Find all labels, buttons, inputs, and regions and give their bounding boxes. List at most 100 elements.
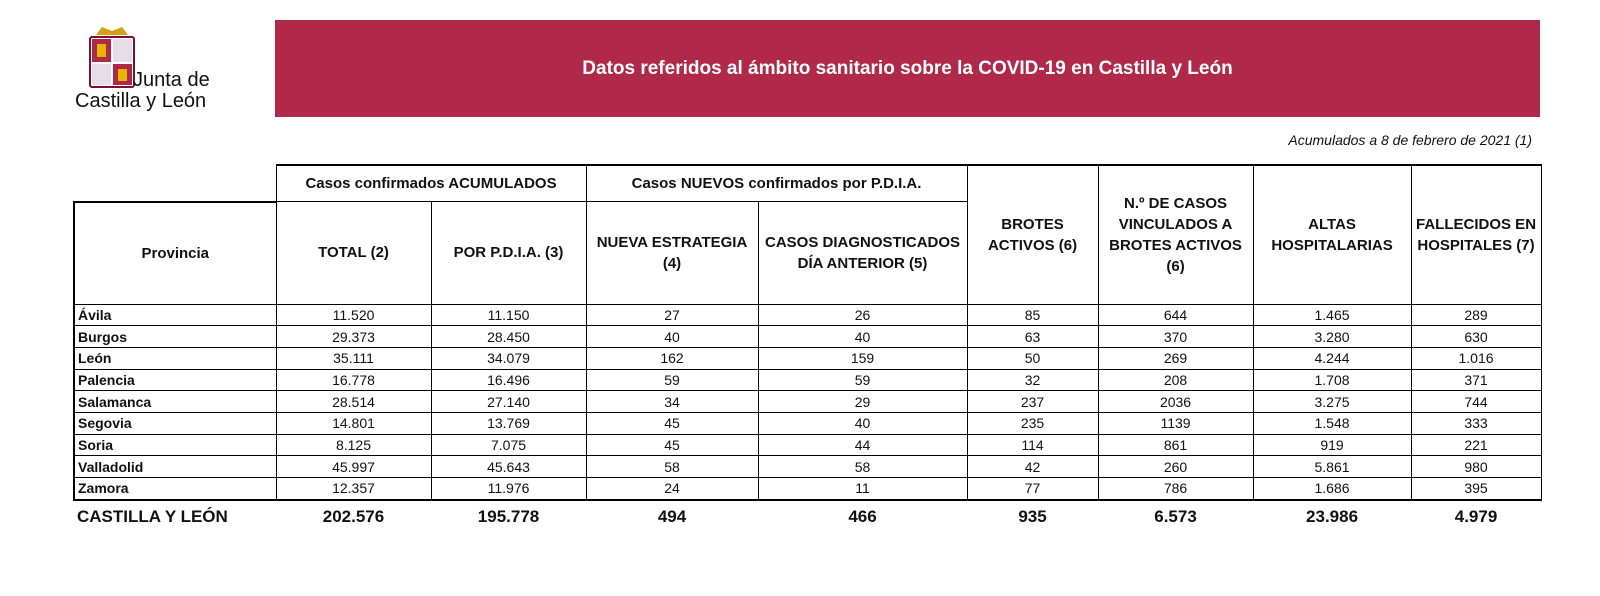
cell: 919 [1252, 433, 1412, 457]
cell: 40 [585, 325, 759, 348]
cell: 333 [1410, 411, 1542, 435]
cell: 4.244 [1252, 346, 1412, 370]
province: Valladolid [73, 455, 277, 478]
total-cell: 202.576 [322, 506, 385, 526]
column-header: Provincia [73, 200, 277, 305]
data-row: Segovia 14.801 13.769 45 40 235 1139 1.548 333 [73, 411, 1542, 435]
province: Segovia [73, 411, 277, 435]
cell: 744 [1410, 390, 1542, 413]
data-row: Valladolid 45.997 45.643 58 58 42 260 5.861 980 [73, 455, 1542, 478]
total-label: CASTILLA Y LEÓN [77, 506, 228, 526]
cell: 11.150 [430, 303, 587, 327]
logo-line: Junta de [133, 69, 210, 91]
cell: 8.125 [275, 433, 432, 457]
cell: 28.514 [275, 390, 432, 413]
data-row: Burgos 29.373 28.450 40 40 63 370 3.280 630 [73, 325, 1542, 348]
cell: 35.111 [275, 346, 432, 370]
total-cell: 466 [848, 506, 877, 526]
cell: 34 [585, 390, 759, 413]
cell: 59 [585, 368, 759, 392]
cell: 11 [757, 476, 968, 501]
column-header: BROTES ACTIVOS (6) [966, 164, 1099, 305]
cell: 29.373 [275, 325, 432, 348]
column-header: NUEVA ESTRATEGIA (4) [585, 201, 759, 305]
cell: 1.016 [1410, 346, 1542, 370]
cell: 221 [1410, 433, 1542, 457]
blank-cell [74, 165, 276, 203]
cell: 1.548 [1252, 411, 1412, 435]
cell: 371 [1410, 368, 1542, 392]
logo-line: Castilla y León [75, 90, 207, 112]
banner: Datos referidos al ámbito sanitario sobr… [275, 20, 1540, 117]
cell: 12.357 [275, 476, 432, 501]
cell: 29 [757, 390, 968, 413]
cell: 3.280 [1252, 325, 1412, 348]
data-row: Palencia 16.778 16.496 59 59 32 208 1.708 371 [73, 368, 1542, 392]
cell: 395 [1410, 476, 1542, 501]
cell: 1139 [1097, 411, 1254, 435]
cell: 159 [757, 346, 968, 370]
cell: 5.861 [1252, 455, 1412, 478]
cell: 44 [757, 433, 968, 457]
cell: 45 [585, 411, 759, 435]
cell: 13.769 [430, 411, 587, 435]
cell: 40 [757, 325, 968, 348]
cell: 2036 [1097, 390, 1254, 413]
cell: 3.275 [1252, 390, 1412, 413]
total-row: CASTILLA Y LEÓN 202.576 195.778 494 466 935 6.… [74, 500, 1541, 533]
cell: 11.520 [275, 303, 432, 327]
total-cell: 23.986 [1306, 506, 1359, 526]
column-header: POR P.D.I.A. (3) [430, 201, 587, 305]
cell: 1.708 [1252, 368, 1412, 392]
data-row: León 35.111 34.079 162 159 50 269 4.244 1.016 [73, 346, 1542, 370]
total-cell: 6.573 [1154, 506, 1197, 526]
cell: 980 [1410, 455, 1542, 478]
cell: 1.465 [1252, 303, 1412, 327]
cell: 45.997 [275, 455, 432, 478]
cell: 27.140 [430, 390, 587, 413]
data-row: Soria 8.125 7.075 45 44 114 861 919 221 [73, 433, 1542, 457]
province: León [73, 346, 277, 370]
cell: 289 [1410, 303, 1542, 327]
cell: 59 [757, 368, 968, 392]
column-header: N.º DE CASOS VINCULADOS A BROTES ACTIVOS… [1097, 164, 1254, 305]
cell: 50 [966, 346, 1099, 370]
cell: 269 [1097, 346, 1254, 370]
cell: 58 [757, 455, 968, 478]
cell: 208 [1097, 368, 1254, 392]
logo-shield [89, 27, 135, 88]
group-header: Casos NUEVOS confirmados por P.D.I.A. [585, 164, 968, 202]
province: Burgos [73, 325, 277, 348]
cell: 260 [1097, 455, 1254, 478]
cell: 14.801 [275, 411, 432, 435]
cell: 7.075 [430, 433, 587, 457]
cell: 16.778 [275, 368, 432, 392]
cell: 85 [966, 303, 1099, 327]
column-header: FALLECIDOS EN HOSPITALES (7) [1410, 164, 1542, 305]
cell: 11.976 [430, 476, 587, 501]
column-header: ALTAS HOSPITALARIAS [1252, 164, 1412, 305]
cell: 45.643 [430, 455, 587, 478]
cell: 28.450 [430, 325, 587, 348]
cell: 630 [1410, 325, 1542, 348]
cell: 63 [966, 325, 1099, 348]
province: Salamanca [73, 390, 277, 413]
data-row: Ávila 11.520 11.150 27 26 85 644 1.465 289 [73, 303, 1542, 327]
province: Zamora [73, 476, 277, 501]
cell: 235 [966, 411, 1099, 435]
cell: 16.496 [430, 368, 587, 392]
cell: 26 [757, 303, 968, 327]
province: Palencia [73, 368, 277, 392]
cell: 644 [1097, 303, 1254, 327]
header-row: Casos confirmados ACUMULADOS Casos NUEVOS… [74, 164, 1542, 305]
province: Soria [73, 433, 277, 457]
cell: 861 [1097, 433, 1254, 457]
header-row: Provincia TOTAL (2) POR P.D.I.A. (3) NUEVA … [73, 200, 1541, 305]
cell: 77 [966, 476, 1099, 501]
total-cell: 195.778 [477, 506, 540, 526]
cell: 370 [1097, 325, 1254, 348]
cell: 58 [585, 455, 759, 478]
data-row: Salamanca 28.514 27.140 34 29 237 2036 3.275 744 [73, 390, 1542, 413]
cell: 40 [757, 411, 968, 435]
